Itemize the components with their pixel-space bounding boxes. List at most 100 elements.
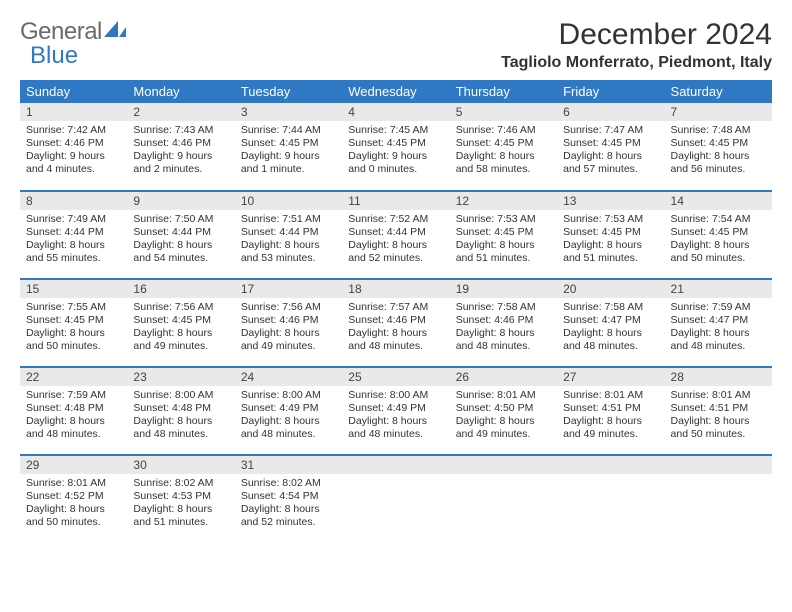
daylight-text: Daylight: 9 hours and 4 minutes. <box>26 150 121 176</box>
sunrise-text: Sunrise: 7:53 AM <box>563 213 658 226</box>
daylight-text: Daylight: 8 hours and 52 minutes. <box>348 239 443 265</box>
day-details: Sunrise: 7:59 AMSunset: 4:48 PMDaylight:… <box>20 386 127 446</box>
day-details: Sunrise: 7:58 AMSunset: 4:46 PMDaylight:… <box>450 298 557 358</box>
sunrise-text: Sunrise: 7:46 AM <box>456 124 551 137</box>
day-number: 31 <box>235 456 342 474</box>
day-number: 19 <box>450 280 557 298</box>
calendar-day-cell: 25Sunrise: 8:00 AMSunset: 4:49 PMDayligh… <box>342 367 449 455</box>
day-number <box>665 456 772 474</box>
sunrise-text: Sunrise: 7:51 AM <box>241 213 336 226</box>
daylight-text: Daylight: 8 hours and 49 minutes. <box>563 415 658 441</box>
calendar-day-cell: 23Sunrise: 8:00 AMSunset: 4:48 PMDayligh… <box>127 367 234 455</box>
day-details: Sunrise: 7:52 AMSunset: 4:44 PMDaylight:… <box>342 210 449 270</box>
day-number: 21 <box>665 280 772 298</box>
daylight-text: Daylight: 8 hours and 48 minutes. <box>563 327 658 353</box>
calendar-day-cell: 27 Sunrise: 8:01 AMSunset: 4:51 PMDayligh… <box>557 367 664 455</box>
sunset-text: Sunset: 4:50 PM <box>456 402 551 415</box>
daylight-text: Daylight: 8 hours and 49 minutes. <box>456 415 551 441</box>
sunrise-text: Sunrise: 8:00 AM <box>348 389 443 402</box>
day-number: 30 <box>127 456 234 474</box>
day-details: Sunrise: 7:43 AMSunset: 4:46 PMDaylight:… <box>127 121 234 181</box>
daylight-text: Daylight: 8 hours and 53 minutes. <box>241 239 336 265</box>
sunrise-text: Sunrise: 7:59 AM <box>26 389 121 402</box>
sunset-text: Sunset: 4:52 PM <box>26 490 121 503</box>
daylight-text: Daylight: 8 hours and 48 minutes. <box>456 327 551 353</box>
calendar-week-row: 22Sunrise: 7:59 AMSunset: 4:48 PMDayligh… <box>20 367 772 455</box>
day-details: Sunrise: 7:58 AMSunset: 4:47 PMDaylight:… <box>557 298 664 358</box>
calendar-week-row: 15Sunrise: 7:55 AMSunset: 4:45 PMDayligh… <box>20 279 772 367</box>
calendar-day-cell: 5Sunrise: 7:46 AMSunset: 4:45 PMDaylight… <box>450 103 557 191</box>
day-number <box>342 456 449 474</box>
day-number: 9 <box>127 192 234 210</box>
daylight-text: Daylight: 8 hours and 58 minutes. <box>456 150 551 176</box>
calendar-day-cell: 9Sunrise: 7:50 AMSunset: 4:44 PMDaylight… <box>127 191 234 279</box>
daylight-text: Daylight: 8 hours and 50 minutes. <box>671 239 766 265</box>
weekday-friday: Friday <box>557 80 664 103</box>
daylight-text: Daylight: 8 hours and 49 minutes. <box>241 327 336 353</box>
sunrise-text: Sunrise: 7:52 AM <box>348 213 443 226</box>
sunset-text: Sunset: 4:46 PM <box>241 314 336 327</box>
calendar-day-cell: 19Sunrise: 7:58 AMSunset: 4:46 PMDayligh… <box>450 279 557 367</box>
calendar-day-cell: 10Sunrise: 7:51 AMSunset: 4:44 PMDayligh… <box>235 191 342 279</box>
day-number: 29 <box>20 456 127 474</box>
sunset-text: Sunset: 4:45 PM <box>456 226 551 239</box>
calendar-day-cell: 2Sunrise: 7:43 AMSunset: 4:46 PMDaylight… <box>127 103 234 191</box>
day-number: 24 <box>235 368 342 386</box>
day-number: 5 <box>450 103 557 121</box>
month-title: December 2024 <box>501 18 772 52</box>
sunrise-text: Sunrise: 7:53 AM <box>456 213 551 226</box>
day-number: 20 <box>557 280 664 298</box>
sunrise-text: Sunrise: 7:58 AM <box>563 301 658 314</box>
day-details: Sunrise: 7:46 AMSunset: 4:45 PMDaylight:… <box>450 121 557 181</box>
day-details: Sunrise: 7:56 AMSunset: 4:46 PMDaylight:… <box>235 298 342 358</box>
calendar-day-cell: 17Sunrise: 7:56 AMSunset: 4:46 PMDayligh… <box>235 279 342 367</box>
day-number: 8 <box>20 192 127 210</box>
sunset-text: Sunset: 4:46 PM <box>26 137 121 150</box>
calendar-body: 1Sunrise: 7:42 AMSunset: 4:46 PMDaylight… <box>20 103 772 543</box>
sunrise-text: Sunrise: 8:01 AM <box>26 477 121 490</box>
day-number: 14 <box>665 192 772 210</box>
calendar-day-cell: 26Sunrise: 8:01 AMSunset: 4:50 PMDayligh… <box>450 367 557 455</box>
weekday-sunday: Sunday <box>20 80 127 103</box>
day-details: Sunrise: 8:02 AMSunset: 4:54 PMDaylight:… <box>235 474 342 534</box>
daylight-text: Daylight: 8 hours and 51 minutes. <box>133 503 228 529</box>
calendar-day-cell: 31Sunrise: 8:02 AMSunset: 4:54 PMDayligh… <box>235 455 342 543</box>
daylight-text: Daylight: 8 hours and 55 minutes. <box>26 239 121 265</box>
sunrise-text: Sunrise: 7:49 AM <box>26 213 121 226</box>
day-details: Sunrise: 7:50 AMSunset: 4:44 PMDaylight:… <box>127 210 234 270</box>
weekday-monday: Monday <box>127 80 234 103</box>
sunrise-text: Sunrise: 7:45 AM <box>348 124 443 137</box>
weekday-tuesday: Tuesday <box>235 80 342 103</box>
calendar-day-cell: 24Sunrise: 8:00 AMSunset: 4:49 PMDayligh… <box>235 367 342 455</box>
daylight-text: Daylight: 8 hours and 50 minutes. <box>26 503 121 529</box>
calendar-day-cell: 6Sunrise: 7:47 AMSunset: 4:45 PMDaylight… <box>557 103 664 191</box>
calendar-day-cell: 15Sunrise: 7:55 AMSunset: 4:45 PMDayligh… <box>20 279 127 367</box>
day-details: Sunrise: 8:01 AMSunset: 4:52 PMDaylight:… <box>20 474 127 534</box>
day-number: 25 <box>342 368 449 386</box>
daylight-text: Daylight: 8 hours and 52 minutes. <box>241 503 336 529</box>
day-details: Sunrise: 7:57 AMSunset: 4:46 PMDaylight:… <box>342 298 449 358</box>
daylight-text: Daylight: 8 hours and 50 minutes. <box>26 327 121 353</box>
day-details: Sunrise: 8:00 AMSunset: 4:48 PMDaylight:… <box>127 386 234 446</box>
logo-sail-icon <box>104 18 126 46</box>
calendar-week-row: 8Sunrise: 7:49 AMSunset: 4:44 PMDaylight… <box>20 191 772 279</box>
day-details: Sunrise: 8:02 AMSunset: 4:53 PMDaylight:… <box>127 474 234 534</box>
calendar-day-cell: 4Sunrise: 7:45 AMSunset: 4:45 PMDaylight… <box>342 103 449 191</box>
sunset-text: Sunset: 4:54 PM <box>241 490 336 503</box>
day-details: Sunrise: 7:47 AMSunset: 4:45 PMDaylight:… <box>557 121 664 181</box>
day-number: 28 <box>665 368 772 386</box>
day-number: 12 <box>450 192 557 210</box>
daylight-text: Daylight: 8 hours and 57 minutes. <box>563 150 658 176</box>
day-number: 27 <box>557 368 664 386</box>
day-details: Sunrise: 7:56 AMSunset: 4:45 PMDaylight:… <box>127 298 234 358</box>
sunset-text: Sunset: 4:44 PM <box>241 226 336 239</box>
sunrise-text: Sunrise: 8:01 AM <box>563 389 658 402</box>
calendar-day-cell <box>557 455 664 543</box>
sunrise-text: Sunrise: 7:50 AM <box>133 213 228 226</box>
sunset-text: Sunset: 4:45 PM <box>26 314 121 327</box>
sunset-text: Sunset: 4:47 PM <box>563 314 658 327</box>
sunset-text: Sunset: 4:51 PM <box>563 402 658 415</box>
sunset-text: Sunset: 4:47 PM <box>671 314 766 327</box>
sunset-text: Sunset: 4:48 PM <box>133 402 228 415</box>
sunset-text: Sunset: 4:45 PM <box>563 137 658 150</box>
